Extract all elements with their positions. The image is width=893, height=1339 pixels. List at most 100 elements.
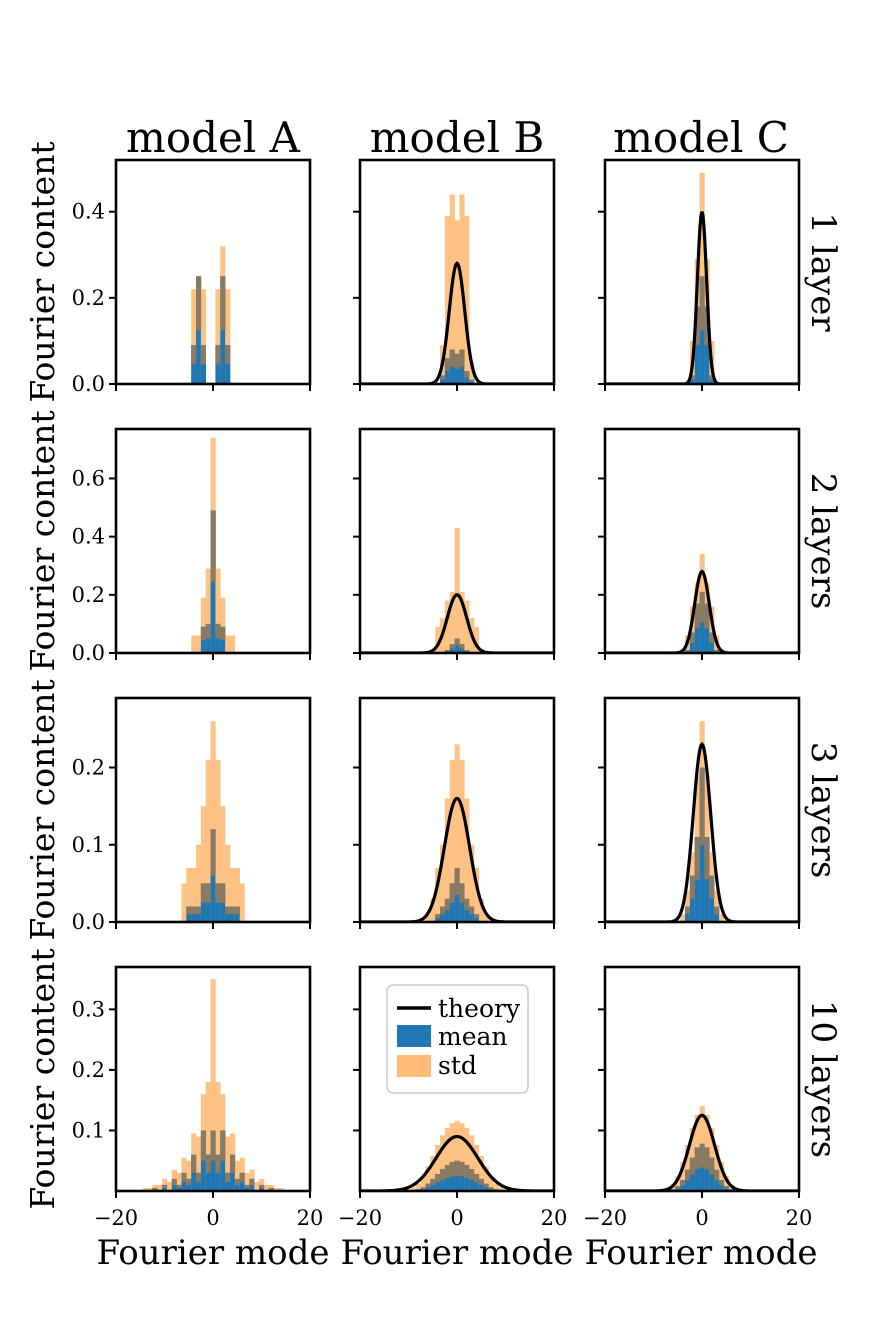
std-bar — [469, 844, 475, 922]
mean-bar — [469, 906, 475, 922]
std-bar — [440, 1135, 446, 1191]
overlap-bar — [449, 1161, 455, 1177]
overlap-bar — [694, 306, 700, 346]
panel-model-c-row-4: −20 0 20 — [583, 965, 812, 1230]
row-label-10-layers: 10 layers — [803, 1000, 843, 1158]
std-bar — [435, 626, 441, 653]
panel-model-a-row-4: 0.1 0.2 0.3 −20 0 20 — [72, 965, 323, 1230]
overlap-bar — [440, 906, 446, 915]
overlap-bar — [220, 626, 226, 640]
std-bar — [459, 1123, 465, 1191]
y-tick-label: 0.6 — [72, 466, 105, 490]
mean-bar — [205, 1154, 211, 1191]
overlap-bar — [430, 1178, 436, 1185]
overlap-bar — [689, 375, 696, 380]
std-bar — [196, 635, 202, 653]
mean-bar — [488, 1187, 494, 1191]
std-bar — [191, 289, 197, 384]
overlap-bar — [205, 1154, 211, 1173]
overlap-bar — [473, 1174, 480, 1183]
overlap-bar — [694, 603, 700, 629]
std-bar — [225, 844, 231, 922]
std-bar — [181, 883, 187, 922]
overlap-bar — [440, 1169, 446, 1181]
y-tick-label: 0.2 — [72, 583, 105, 607]
std-bar — [254, 1181, 260, 1191]
std-bar — [229, 635, 236, 653]
overlap-bar — [699, 767, 705, 845]
std-bar — [268, 1184, 274, 1191]
std-bar — [435, 1144, 441, 1191]
mean-bar — [229, 1154, 236, 1191]
overlap-bar — [225, 906, 231, 915]
overlap-bar — [459, 1161, 465, 1177]
overlap-bar — [152, 1187, 158, 1190]
overlap-bar — [728, 1189, 734, 1191]
std-bar — [473, 867, 480, 922]
overlap-bar — [699, 1143, 705, 1168]
std-bar — [444, 798, 451, 922]
std-bar — [147, 1187, 153, 1191]
overlap-bar — [225, 1172, 231, 1182]
overlap-bar — [675, 1186, 681, 1189]
overlap-bar — [478, 1178, 484, 1185]
std-bar — [464, 798, 470, 922]
overlap-bar — [220, 883, 226, 903]
panel-model-b-row-3 — [353, 696, 556, 929]
std-bar — [415, 1183, 421, 1191]
std-bar — [449, 591, 455, 653]
std-bar — [435, 867, 441, 922]
std-bar — [420, 1176, 426, 1191]
std-bar — [675, 1175, 681, 1191]
overlap-bar — [454, 1160, 460, 1176]
overlap-bar — [704, 306, 710, 346]
std-bar — [444, 1128, 451, 1191]
y-axis-label-row-1: Fourier content — [23, 141, 62, 402]
overlap-bar — [459, 644, 465, 649]
x-tick-label: −20 — [338, 1206, 382, 1230]
overlap-bar — [685, 906, 691, 915]
overlap-bar — [694, 1147, 700, 1170]
overlap-bar — [225, 345, 231, 365]
std-bar — [166, 1181, 173, 1191]
overlap-bar — [244, 1184, 250, 1188]
y-tick-label: 0.4 — [72, 525, 105, 549]
std-bar — [723, 1175, 729, 1191]
std-bar — [454, 744, 460, 922]
column-title-model-b: model B — [370, 113, 545, 162]
std-bar — [200, 289, 207, 384]
overlap-bar — [444, 358, 451, 372]
std-bar — [215, 568, 221, 653]
std-bar — [440, 844, 446, 922]
overlap-bar — [229, 906, 236, 915]
overlap-bar — [268, 1187, 274, 1190]
std-bar — [200, 597, 207, 653]
std-bar — [718, 914, 725, 922]
std-bar — [680, 1161, 686, 1191]
std-bar — [220, 597, 226, 653]
x-axis-label-model-c: Fourier mode — [584, 1233, 817, 1273]
std-bar — [469, 1135, 475, 1191]
mean-bar — [454, 638, 460, 653]
mean-bar — [464, 898, 470, 922]
overlap-bar — [210, 829, 216, 876]
overlap-bar — [680, 1180, 686, 1186]
std-bar — [220, 806, 226, 922]
std-bar — [714, 1144, 720, 1191]
overlap-bar — [469, 379, 475, 382]
legend-theory-label: theory — [438, 994, 521, 1023]
overlap-bar — [670, 1189, 676, 1191]
std-bar — [464, 216, 470, 384]
overlap-bar — [196, 276, 202, 331]
overlap-bar — [699, 276, 705, 331]
mean-bar — [191, 1154, 197, 1191]
overlap-bar — [186, 1178, 192, 1185]
mean-bar — [709, 375, 715, 384]
overlap-bar — [200, 883, 207, 903]
std-bar — [478, 1155, 484, 1191]
y-tick-label: 0.0 — [72, 641, 105, 665]
x-tick-label: 0 — [695, 1206, 708, 1230]
overlap-bar — [454, 867, 460, 895]
std-bar — [425, 914, 431, 922]
y-tick-label: 0.2 — [72, 1058, 105, 1082]
